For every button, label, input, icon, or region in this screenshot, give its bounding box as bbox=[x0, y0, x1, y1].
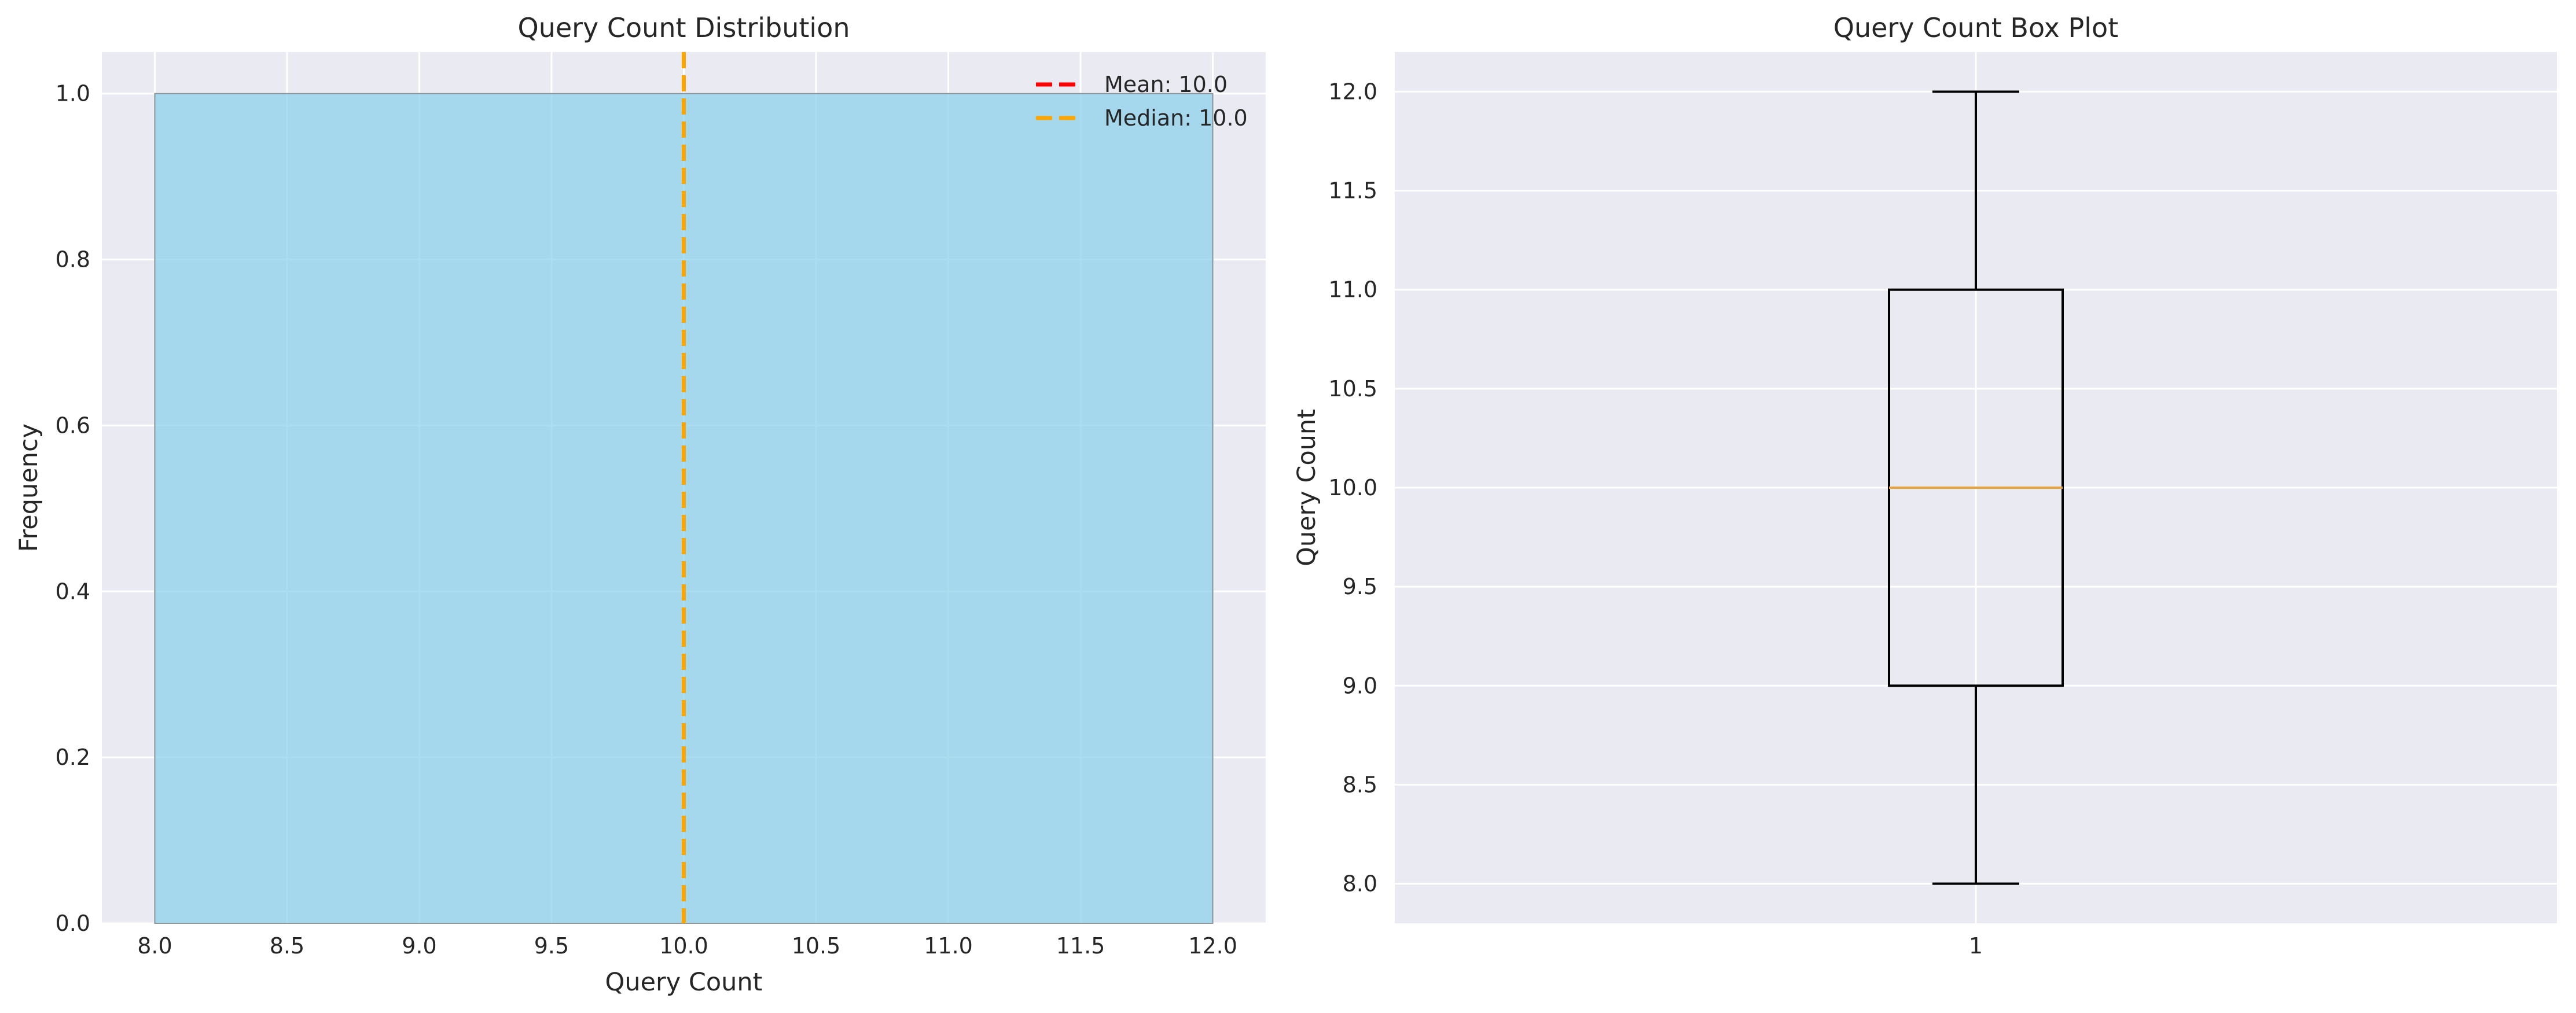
boxplot-y-tick-label-2: 9.0 bbox=[1343, 673, 1377, 698]
histogram-x-tick-label-5: 10.5 bbox=[792, 933, 841, 959]
histogram-y-tick-label-0: 0.0 bbox=[56, 911, 90, 936]
legend-label-1: Median: 10.0 bbox=[1104, 105, 1248, 131]
boxplot-y-tick-label-5: 10.5 bbox=[1328, 376, 1377, 401]
histogram-y-axis-label: Frequency bbox=[14, 423, 43, 552]
boxplot-y-ticks: 8.0 8.5 9.0 9.5 10.0 10.5 11.0 11.5 12.0 bbox=[1328, 79, 1377, 896]
histogram-x-ticks: 8.0 8.5 9.0 9.5 10.0 10.5 11.0 11.5 12.0 bbox=[137, 933, 1237, 959]
legend-label-0: Mean: 10.0 bbox=[1104, 72, 1228, 97]
histogram-x-tick-label-2: 9.0 bbox=[402, 933, 436, 959]
boxplot-y-tick-label-1: 8.5 bbox=[1343, 772, 1377, 797]
histogram-x-tick-label-6: 11.0 bbox=[924, 933, 973, 959]
histogram-legend: Mean: 10.0 Median: 10.0 bbox=[1036, 72, 1248, 131]
boxplot-x-ticks: 1 bbox=[1969, 933, 1983, 959]
boxplot-x-tick-label-0: 1 bbox=[1969, 933, 1983, 959]
histogram-x-axis-label: Query Count bbox=[605, 968, 762, 997]
histogram-y-ticks: 0.0 0.2 0.4 0.6 0.8 1.0 bbox=[56, 81, 90, 936]
histogram-y-tick-label-3: 0.6 bbox=[56, 412, 90, 438]
boxplot-y-tick-label-4: 10.0 bbox=[1328, 475, 1377, 500]
histogram-y-tick-label-2: 0.4 bbox=[56, 579, 90, 604]
boxplot-y-tick-label-8: 12.0 bbox=[1328, 79, 1377, 104]
boxplot-y-tick-label-0: 8.0 bbox=[1343, 871, 1377, 897]
boxplot-y-axis-label: Query Count bbox=[1292, 409, 1321, 566]
histogram-x-tick-label-3: 9.5 bbox=[534, 933, 569, 959]
histogram-x-tick-label-8: 12.0 bbox=[1188, 933, 1237, 959]
boxplot-y-tick-label-7: 11.5 bbox=[1328, 178, 1377, 204]
histogram-x-tick-label-7: 11.5 bbox=[1056, 933, 1105, 959]
histogram-y-tick-label-1: 0.2 bbox=[56, 745, 90, 770]
boxplot-y-tick-label-6: 11.0 bbox=[1328, 277, 1377, 303]
boxplot-marks bbox=[1888, 90, 2064, 885]
histogram-y-tick-label-5: 1.0 bbox=[56, 81, 90, 106]
histogram-panel: 8.0 8.5 9.0 9.5 10.0 10.5 11.0 11.5 12.0 0.00.20… bbox=[14, 12, 1266, 997]
histogram-x-tick-label-0: 8.0 bbox=[137, 933, 172, 959]
boxplot-title: Query Count Box Plot bbox=[1833, 12, 2118, 43]
histogram-x-tick-label-1: 8.5 bbox=[270, 933, 304, 959]
histogram-y-tick-label-4: 0.8 bbox=[56, 247, 90, 272]
boxplot-y-tick-label-3: 9.5 bbox=[1343, 574, 1377, 599]
boxplot-panel: 1 8.0 8.5 9.0 9.5 10.0 10.5 11.0 11.5 12.0 Query… bbox=[1292, 12, 2557, 959]
histogram-x-tick-label-4: 10.0 bbox=[659, 933, 708, 959]
histogram-title: Query Count Distribution bbox=[517, 12, 850, 43]
